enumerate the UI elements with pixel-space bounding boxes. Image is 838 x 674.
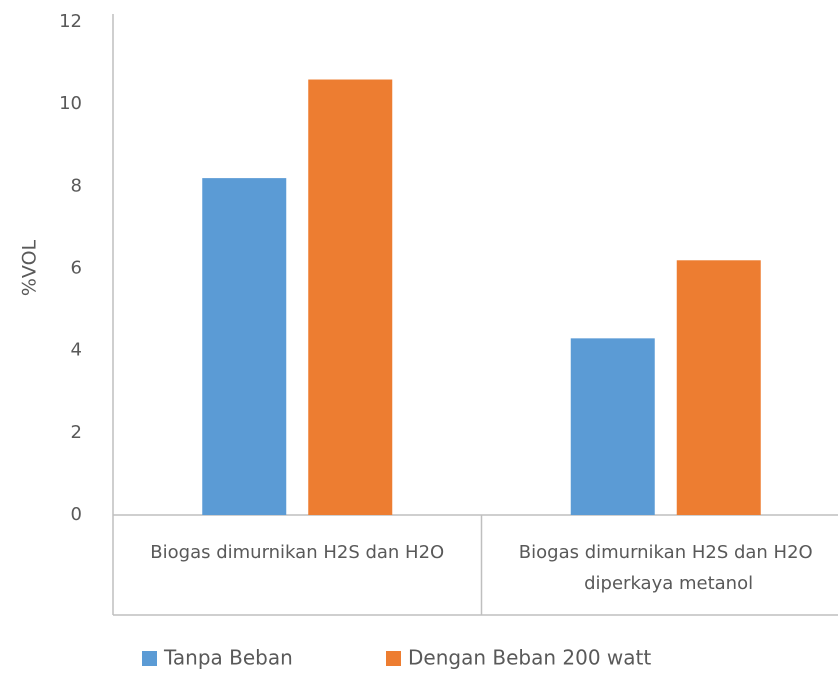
x-tick-label: Biogas dimurnikan H2S dan H2O diperkaya … xyxy=(519,542,813,594)
y-tick-label: 4 xyxy=(71,340,82,361)
legend-label: Dengan Beban 200 watt xyxy=(408,646,651,670)
y-tick-label: 6 xyxy=(71,258,82,279)
y-tick-label: 0 xyxy=(71,504,82,525)
y-tick-label: 2 xyxy=(71,422,82,443)
x-tick-label: Biogas dimurnikan H2S dan H2O xyxy=(150,542,444,563)
bar xyxy=(676,260,761,515)
legend-swatch xyxy=(142,651,157,666)
legend-label: Tanpa Beban xyxy=(163,646,293,670)
y-axis-label: %VOL xyxy=(19,239,41,296)
y-tick-label: 12 xyxy=(59,11,82,32)
bar xyxy=(570,338,655,515)
y-tick-label: 8 xyxy=(71,175,82,196)
bar xyxy=(308,79,393,516)
y-tick-label: 10 xyxy=(59,93,82,114)
bar xyxy=(202,178,287,515)
legend-swatch xyxy=(386,651,401,666)
